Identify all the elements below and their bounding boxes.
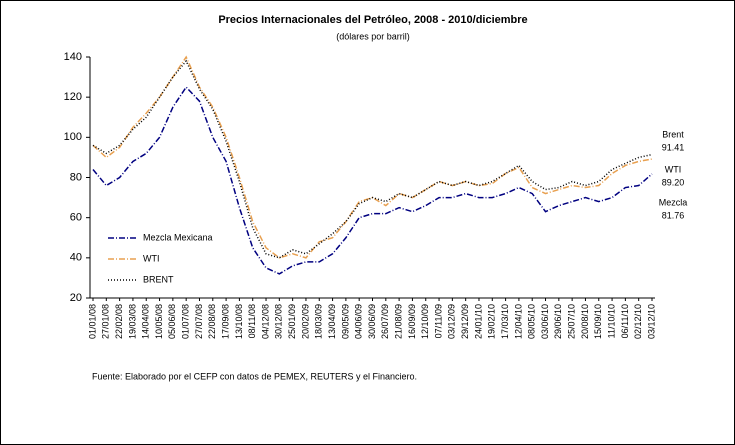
x-tick-label: 07/11/09 [433, 304, 443, 338]
x-tick-label: 21/08/09 [393, 304, 403, 339]
x-tick-label: 04/12/08 [260, 304, 270, 339]
x-tick-label: 27/01/08 [101, 304, 111, 339]
x-tick-label: 01/01/08 [87, 304, 97, 339]
x-tick-label: 24/01/10 [473, 304, 483, 339]
x-tick-label: 12/10/09 [420, 304, 430, 339]
x-tick-label: 08/11/08 [247, 304, 257, 338]
y-tick-label: 100 [64, 131, 82, 143]
x-tick-label: 29/06/10 [553, 304, 563, 339]
source-note: Fuente: Elaborado por el CEFP con datos … [92, 371, 417, 381]
x-tick-label: 13/04/09 [327, 304, 337, 339]
x-tick-label: 25/07/10 [567, 304, 577, 339]
series-line [92, 59, 653, 259]
x-tick-label: 04/06/09 [354, 304, 364, 339]
y-tick-label: 60 [70, 212, 82, 224]
x-tick-label: 20/02/09 [300, 304, 310, 339]
x-tick-label: 19/02/10 [487, 304, 497, 339]
x-tick-label: 26/07/09 [380, 304, 390, 339]
x-tick-label: 30/06/09 [367, 304, 377, 339]
x-tick-label: 20/08/10 [580, 304, 590, 339]
x-tick-label: 30/12/08 [274, 304, 284, 339]
x-tick-label: 03/12/10 [646, 304, 656, 339]
x-tick-label: 03/12/09 [447, 304, 457, 339]
x-tick-label: 17/03/10 [500, 304, 510, 339]
x-tick-label: 22/08/08 [207, 304, 217, 339]
x-tick-label: 02/12/10 [633, 304, 643, 339]
x-tick-label: 08/05/10 [527, 304, 537, 339]
x-tick-label: 13/10/08 [234, 304, 244, 339]
legend-label: Mezcla Mexicana [143, 232, 213, 242]
y-tick-label: 80 [70, 171, 82, 183]
x-tick-label: 03/06/10 [540, 304, 550, 339]
x-tick-label: 12/04/10 [513, 304, 523, 339]
x-tick-label: 14/04/08 [141, 304, 151, 339]
x-tick-label: 18/03/09 [314, 304, 324, 339]
x-tick-label: 06/11/10 [620, 304, 630, 338]
y-tick-label: 40 [70, 252, 82, 264]
x-tick-label: 16/09/09 [407, 304, 417, 339]
x-tick-label: 15/09/10 [593, 304, 603, 339]
x-tick-label: 09/05/09 [340, 304, 350, 339]
x-tick-label: 10/05/08 [154, 304, 164, 339]
end-label-name: WTI [665, 164, 682, 174]
x-tick-label: 17/09/08 [220, 304, 230, 339]
x-tick-label: 22/02/08 [114, 304, 124, 339]
end-label-value: 81.76 [662, 210, 685, 220]
legend-label: BRENT [143, 274, 174, 284]
y-tick-label: 120 [64, 91, 82, 103]
y-tick-label: 140 [64, 51, 82, 63]
x-tick-label: 19/03/08 [127, 304, 137, 339]
end-label-value: 91.41 [662, 142, 685, 152]
chart-subtitle: (dólares por barril) [336, 31, 410, 41]
x-tick-label: 27/07/08 [194, 304, 204, 339]
legend-label: WTI [143, 253, 160, 263]
x-tick-label: 29/12/09 [460, 304, 470, 339]
x-tick-label: 11/10/10 [606, 304, 616, 338]
end-label-value: 89.20 [662, 177, 685, 187]
x-tick-label: 05/06/08 [167, 304, 177, 339]
x-tick-label: 25/01/09 [287, 304, 297, 339]
chart-title: Precios Internacionales del Petróleo, 20… [218, 14, 527, 26]
y-tick-label: 20 [70, 292, 82, 304]
x-tick-label: 01/07/08 [181, 304, 191, 339]
end-label-name: Brent [662, 129, 684, 139]
end-label-name: Mezcla [659, 197, 688, 207]
